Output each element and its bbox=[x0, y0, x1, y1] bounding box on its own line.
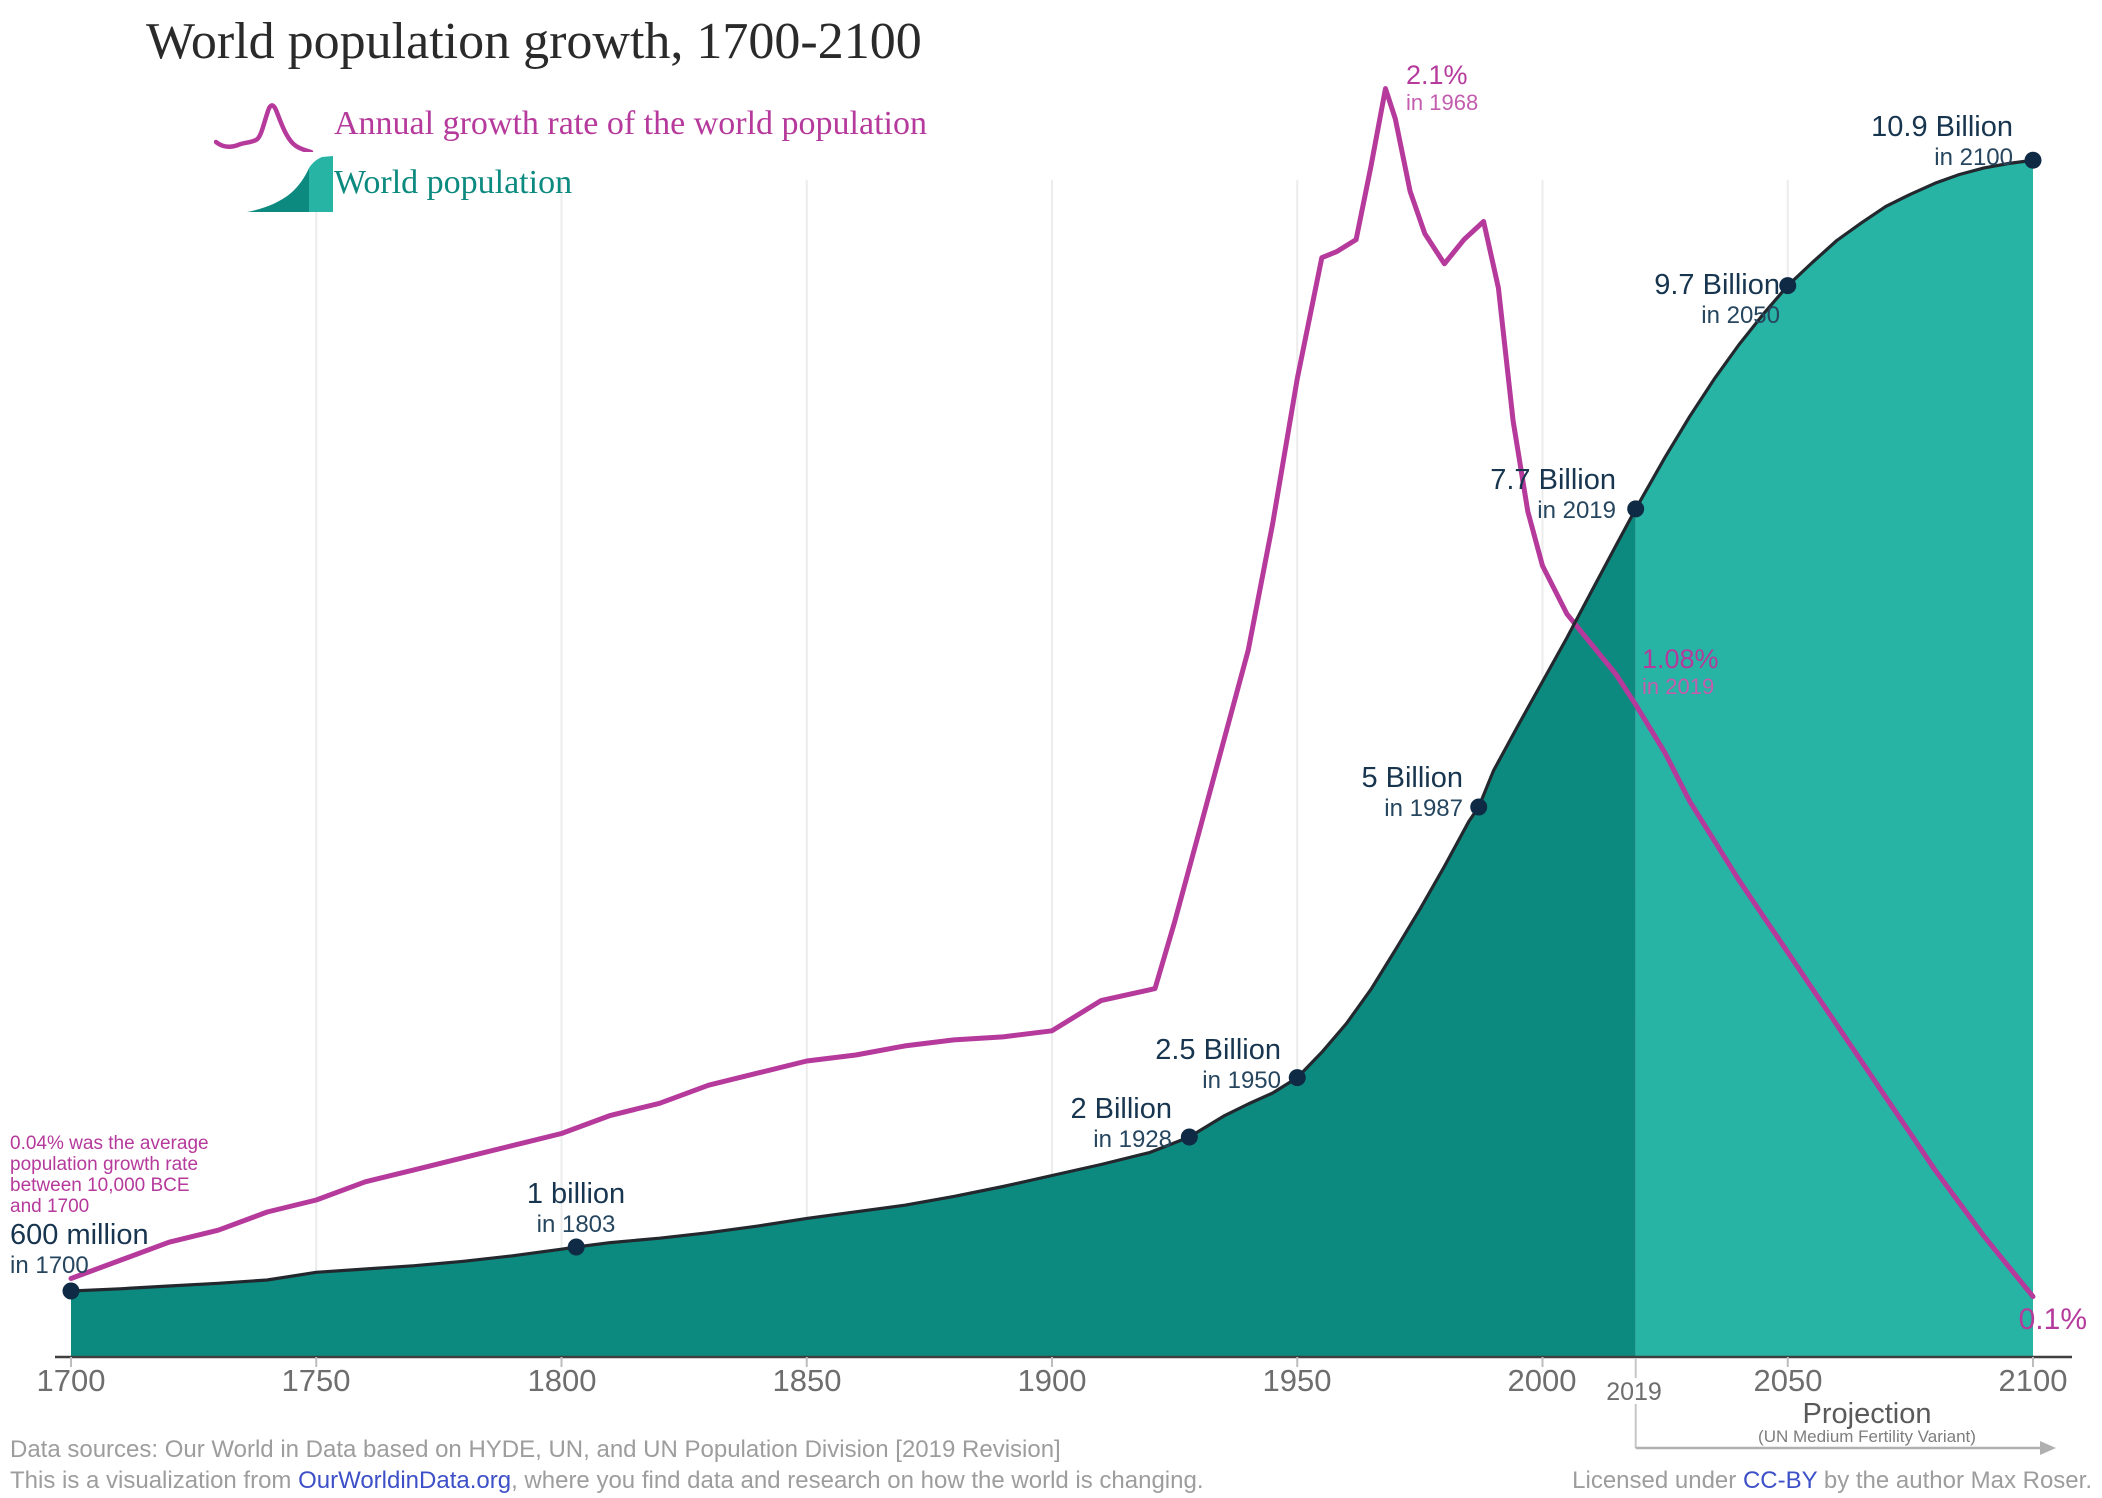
annotation-population-1928: 2 Billion in 1928 bbox=[1070, 1093, 1172, 1153]
x-tick-2000: 2000 bbox=[1507, 1363, 1577, 1398]
legend-growth-label: Annual growth rate of the world populati… bbox=[334, 105, 927, 142]
page-title: World population growth, 1700-2100 bbox=[146, 13, 922, 70]
x-tick-1950: 1950 bbox=[1262, 1363, 1332, 1398]
x-tick-2019: 2019 bbox=[1606, 1378, 1662, 1406]
footer-visualization: This is a visualization from OurWorldinD… bbox=[10, 1467, 1204, 1495]
annotation-population-1803: 1 billion in 1803 bbox=[526, 1178, 626, 1238]
footer-viz-prefix: This is a visualization from bbox=[10, 1467, 299, 1494]
license-prefix: Licensed under bbox=[1572, 1467, 1743, 1494]
footer-license: Licensed under CC-BY by the author Max R… bbox=[1572, 1467, 2092, 1495]
footer-viz-suffix: , where you find data and research on ho… bbox=[511, 1467, 1204, 1494]
annotation-population-1950: 2.5 Billion in 1950 bbox=[1155, 1034, 1281, 1094]
x-tick-1750: 1750 bbox=[281, 1363, 351, 1398]
annotation-population-1700: 600 million in 1700 bbox=[10, 1219, 149, 1279]
growth-line-icon bbox=[213, 96, 316, 155]
annotation-population-2050: 9.7 Billion in 2050 bbox=[1654, 269, 1780, 329]
x-tick-1900: 1900 bbox=[1017, 1363, 1087, 1398]
license-suffix: by the author Max Roser. bbox=[1817, 1467, 2092, 1494]
projection-sublabel: (UN Medium Fertility Variant) bbox=[1758, 1427, 1976, 1446]
ccby-link[interactable]: CC-BY bbox=[1742, 1467, 1818, 1494]
annotation-growth-peak: 2.1% in 1968 bbox=[1406, 60, 1479, 115]
footer-sources: Data sources: Our World in Data based on… bbox=[10, 1436, 1061, 1463]
annotation-growth-average: 0.04% was the average population growth … bbox=[10, 1133, 209, 1217]
owid-link[interactable]: OurWorldinData.org bbox=[298, 1467, 512, 1494]
annotation-population-2019: 7.7 Billion in 2019 bbox=[1490, 464, 1616, 524]
x-tick-2100: 2100 bbox=[1998, 1363, 2068, 1398]
annotation-growth-2100: 0.1% bbox=[2018, 1303, 2087, 1336]
population-area-icon bbox=[247, 156, 333, 212]
x-tick-1800: 1800 bbox=[527, 1363, 597, 1398]
x-tick-1700: 1700 bbox=[36, 1363, 106, 1398]
annotation-growth-2019: 1.08% in 2019 bbox=[1642, 644, 1719, 699]
x-tick-1850: 1850 bbox=[772, 1363, 842, 1398]
annotation-population-1987: 5 Billion in 1987 bbox=[1361, 762, 1463, 822]
x-tick-2050: 2050 bbox=[1753, 1363, 1823, 1398]
legend-population-label: World population bbox=[334, 164, 573, 201]
annotation-population-2100: 10.9 Billion in 2100 bbox=[1871, 111, 2013, 171]
projection-label: Projection bbox=[1802, 1398, 1932, 1430]
